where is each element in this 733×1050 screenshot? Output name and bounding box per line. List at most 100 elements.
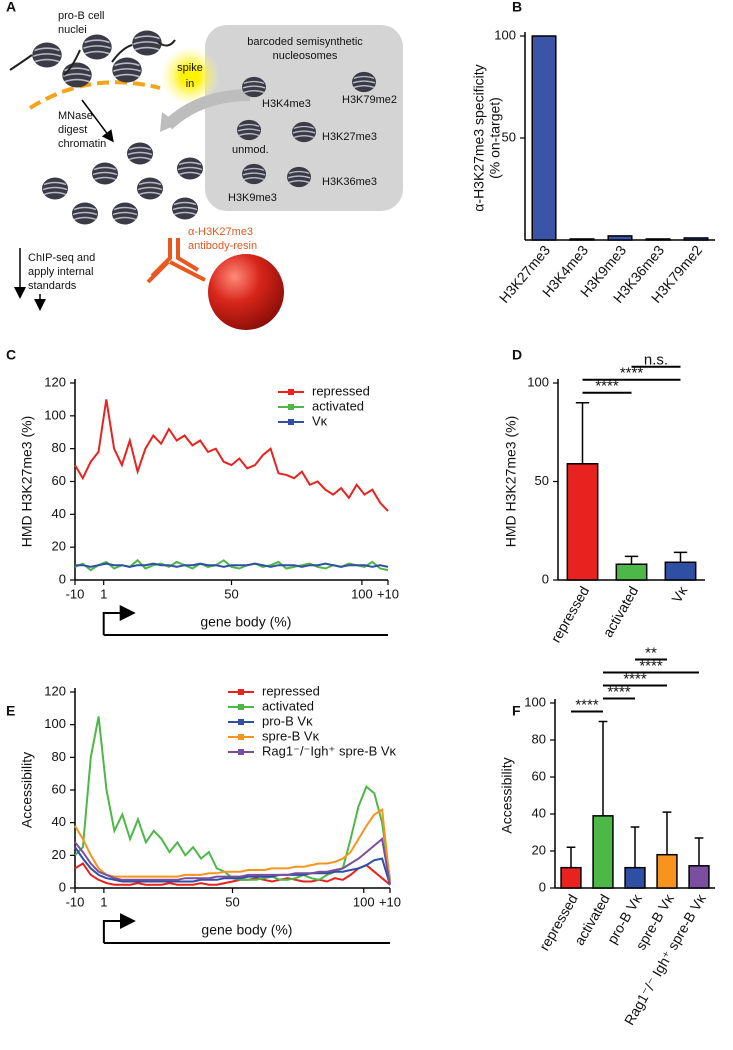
- nucleosome: [131, 29, 163, 57]
- bar: [624, 866, 646, 889]
- legend-marker: [238, 749, 244, 755]
- nucleosome: [136, 176, 164, 201]
- label: spike: [177, 62, 203, 74]
- label: H3K4me3: [262, 98, 311, 110]
- series-line: [74, 862, 391, 886]
- x-tick-label: +10: [377, 586, 399, 601]
- bar: [615, 563, 648, 581]
- nucleosome: [41, 176, 69, 201]
- y-tick-label: 60: [532, 768, 546, 783]
- label: H3K79me2: [342, 94, 397, 106]
- x-tick-label: 1: [100, 586, 107, 601]
- x-tick-label: +10: [379, 894, 401, 909]
- series-line: [74, 837, 391, 885]
- nucleosome: [31, 41, 63, 69]
- label: H3K27me3: [322, 131, 377, 143]
- gene-body-arrow: [102, 913, 136, 943]
- label: unmod.: [232, 144, 269, 156]
- panel-letter: A: [6, 0, 16, 15]
- legend-marker: [238, 689, 244, 695]
- y-tick-label: 0: [542, 571, 549, 586]
- legend-label: spre-B Vκ: [262, 728, 320, 743]
- label: nucleosomes: [273, 50, 338, 62]
- nucleosome: [236, 119, 262, 141]
- y-tick-label: 0: [59, 571, 66, 586]
- nucleosome: [176, 156, 204, 181]
- arrow: [81, 99, 114, 143]
- x-tick-label: 50: [224, 586, 238, 601]
- panel-a: A pro-B cell nuclei spike in barcoded se…: [6, 0, 403, 330]
- x-tick-label: activated: [599, 583, 641, 640]
- label: ChIP-seq and: [28, 252, 95, 264]
- nucleosome: [111, 56, 143, 84]
- nucleosome: [126, 141, 154, 166]
- error-bar: [624, 555, 639, 565]
- x-tick-label: repressed: [536, 891, 581, 953]
- error-bar: [630, 826, 640, 868]
- panel-letter: D: [512, 347, 522, 363]
- y-axis-label: HMD H3K27me3 (%): [503, 416, 519, 547]
- y-tick-label: 100: [524, 694, 546, 709]
- resin-bead: [208, 254, 284, 330]
- x-axis-label: gene body (%): [201, 922, 292, 938]
- y-tick-label: 50: [535, 473, 549, 488]
- panel-letter: C: [6, 347, 16, 363]
- y-tick-label: 20: [52, 539, 66, 554]
- bar: [683, 237, 709, 241]
- label: standards: [28, 280, 77, 292]
- nucleosome: [351, 71, 377, 93]
- bar: [560, 866, 582, 889]
- significance-label: **: [645, 644, 657, 661]
- x-tick-label: -10: [66, 894, 85, 909]
- legend-label: pro-B Vκ: [262, 713, 313, 728]
- nucleosome: [241, 76, 267, 98]
- label: nuclei: [58, 24, 87, 36]
- spike-arrow: [163, 89, 251, 130]
- legend-label: repressed: [312, 383, 370, 398]
- error-bar: [575, 401, 590, 464]
- panel-letter: B: [512, 0, 522, 15]
- y-tick-label: 80: [52, 440, 66, 455]
- legend-marker: [238, 704, 244, 710]
- label: digest: [58, 124, 87, 136]
- y-tick-label: 100: [527, 374, 549, 389]
- label: in: [186, 78, 195, 90]
- y-tick-label: 40: [532, 805, 546, 820]
- x-tick-label: H3K27me3: [496, 242, 553, 306]
- x-axis-label: gene body (%): [200, 614, 291, 630]
- label: apply internal: [28, 266, 93, 278]
- nucleosome: [61, 61, 93, 89]
- bar: [531, 35, 557, 241]
- y-tick-label: 120: [44, 374, 66, 389]
- legend-label: repressed: [262, 683, 320, 698]
- significance-label: ****: [620, 365, 644, 382]
- bar: [592, 815, 614, 889]
- bar: [645, 238, 671, 241]
- significance-label: ****: [623, 670, 647, 687]
- legend-marker: [288, 404, 294, 410]
- nucleosome: [81, 33, 113, 61]
- y-tick-label: 0: [59, 879, 66, 894]
- nucleosome: [111, 201, 139, 226]
- digested-nucleosomes: [41, 141, 204, 226]
- y-tick-label: 40: [52, 506, 66, 521]
- y-tick-label: 20: [532, 842, 546, 857]
- bar: [566, 463, 599, 581]
- legend-label: Vκ: [312, 413, 328, 428]
- label: MNase: [58, 110, 93, 122]
- y-tick-label: 0: [539, 879, 546, 894]
- panel-letter: E: [6, 703, 15, 719]
- error-bar: [598, 720, 608, 816]
- legend-marker: [238, 734, 244, 740]
- y-tick-label: 100: [44, 716, 66, 731]
- legend-marker: [238, 719, 244, 725]
- y-tick-label: 60: [52, 473, 66, 488]
- significance-label: ****: [607, 683, 631, 700]
- y-tick-label: 120: [44, 683, 66, 698]
- series-line: [74, 846, 391, 885]
- significance-label: n.s.: [644, 352, 668, 369]
- label: chromatin: [58, 138, 106, 150]
- significance-label: ****: [639, 657, 663, 674]
- y-axis-label: Accessibility: [499, 757, 515, 833]
